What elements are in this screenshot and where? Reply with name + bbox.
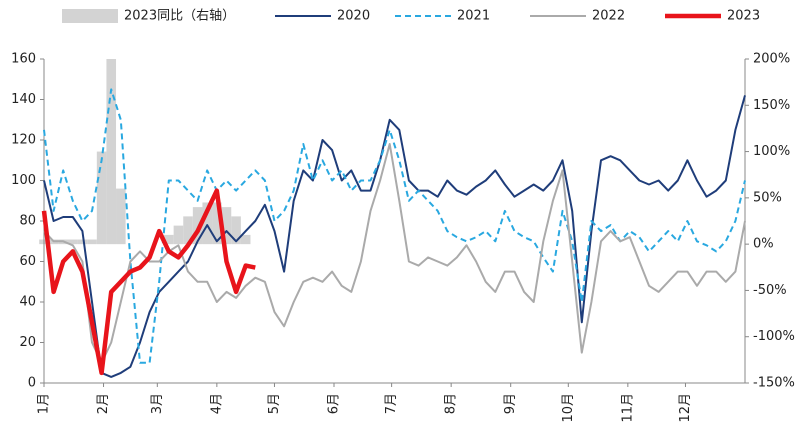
legend-label: 2020 xyxy=(337,9,370,24)
x-tick-label: 3月 xyxy=(150,393,165,414)
x-tick-label: 4月 xyxy=(209,393,224,414)
series-line xyxy=(43,143,746,364)
x-tick-label: 9月 xyxy=(503,393,518,414)
x-tick-label: 12月 xyxy=(678,393,693,423)
y-tick-label: 140 xyxy=(11,92,36,107)
y2-tick-label: 50% xyxy=(753,190,782,205)
series-line xyxy=(43,88,746,364)
y2-tick-label: -100% xyxy=(753,329,795,344)
bar xyxy=(212,202,222,245)
bar xyxy=(192,207,203,245)
y-tick-label: 120 xyxy=(11,133,36,148)
bar xyxy=(173,225,184,245)
x-tick-label: 8月 xyxy=(444,393,459,414)
bar xyxy=(202,202,213,245)
x-tick-label: 6月 xyxy=(327,393,342,414)
bar xyxy=(221,207,232,245)
series-line xyxy=(41,188,256,376)
y-tick-label: 160 xyxy=(11,52,36,67)
y-tick-label: 0 xyxy=(28,376,36,391)
y-tick-label: 60 xyxy=(19,254,36,269)
bar xyxy=(77,239,88,245)
legend-label: 2023 xyxy=(727,9,760,24)
y-tick-label: 80 xyxy=(19,214,36,229)
bar xyxy=(116,188,126,245)
y-tick-label: 20 xyxy=(19,335,36,350)
y2-tick-label: 100% xyxy=(753,144,790,159)
legend-label: 2022 xyxy=(592,9,625,24)
x-tick-label: 10月 xyxy=(561,393,576,423)
y2-tick-label: -150% xyxy=(753,376,795,391)
y-tick-label: 100 xyxy=(11,173,36,188)
bar xyxy=(240,234,251,245)
bar xyxy=(164,234,174,245)
x-tick-label: 1月 xyxy=(37,393,52,414)
bar xyxy=(106,59,117,245)
legend-label: 2023同比（右轴） xyxy=(124,9,235,24)
bar xyxy=(231,216,241,245)
bar xyxy=(87,239,97,245)
bar xyxy=(96,151,107,245)
y2-tick-label: -50% xyxy=(753,283,787,298)
legend-label: 2021 xyxy=(457,9,490,24)
series-line xyxy=(43,95,746,378)
y2-tick-label: 0% xyxy=(753,237,774,252)
y-tick-label: 40 xyxy=(19,295,36,310)
y2-tick-label: 200% xyxy=(753,52,790,67)
x-tick-label: 5月 xyxy=(267,393,282,414)
bar xyxy=(183,216,193,245)
x-tick-label: 2月 xyxy=(96,393,111,414)
x-tick-label: 7月 xyxy=(384,393,399,414)
x-tick-label: 11月 xyxy=(620,393,635,423)
bar xyxy=(68,239,78,245)
legend-swatch xyxy=(62,9,118,23)
y2-tick-label: 150% xyxy=(753,98,790,113)
